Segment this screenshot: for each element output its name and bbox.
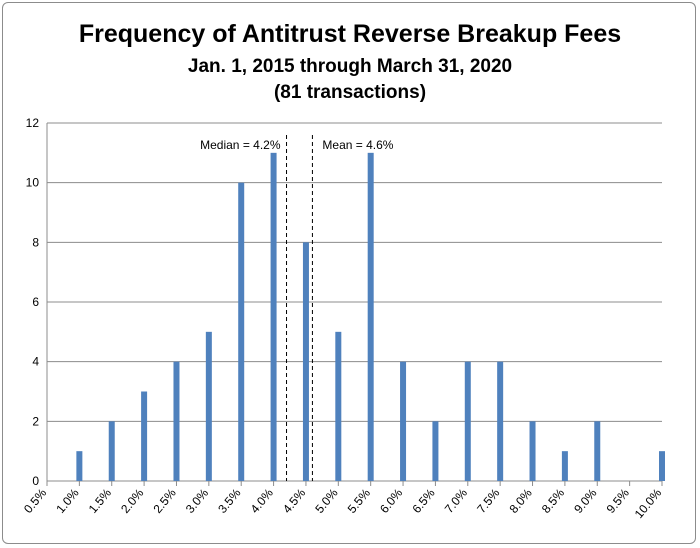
x-tick-label: 5.5% (345, 486, 374, 516)
x-tick-label: 6.0% (377, 486, 406, 516)
bar (238, 182, 245, 481)
y-tick-label: 6 (32, 295, 39, 309)
bar (108, 421, 115, 481)
x-tick-label: 6.5% (409, 486, 438, 516)
x-tick-label: 1.0% (53, 486, 82, 516)
bar (432, 421, 439, 481)
y-tick-label: 10 (26, 176, 40, 190)
x-tick-label: 9.0% (571, 486, 600, 516)
y-tick-label: 0 (32, 474, 39, 488)
x-tick-label: 3.5% (215, 486, 244, 516)
bar (400, 361, 407, 481)
x-tick-label: 2.0% (118, 486, 147, 516)
annotation-label: Median = 4.2% (200, 138, 281, 152)
x-tick-label: 3.0% (183, 486, 212, 516)
x-tick-label: 2.5% (150, 486, 179, 516)
x-tick-label: 5.0% (312, 486, 341, 516)
bar (497, 361, 504, 481)
annotation-label: Mean = 4.6% (322, 138, 393, 152)
y-tick-label: 4 (32, 355, 39, 369)
x-tick-label: 7.0% (442, 486, 471, 516)
bar (335, 331, 342, 481)
x-tick-label: 8.0% (507, 486, 536, 516)
bar (464, 361, 471, 481)
bar (205, 331, 212, 481)
x-tick-label: 0.5% (21, 486, 50, 516)
bar (529, 421, 536, 481)
bar (594, 421, 601, 481)
y-tick-label: 12 (26, 116, 40, 130)
x-tick-label: 4.0% (248, 486, 277, 516)
bar (270, 152, 277, 482)
y-tick-label: 2 (32, 414, 39, 428)
bar (76, 451, 83, 481)
bar (173, 361, 180, 481)
chart-title: Frequency of Antitrust Reverse Breakup F… (78, 20, 622, 48)
bar (659, 451, 665, 481)
y-tick-label: 8 (32, 235, 39, 249)
x-tick-label: 7.5% (474, 486, 503, 516)
bar (302, 242, 309, 481)
bar (141, 391, 148, 481)
chart-subtitle: Jan. 1, 2015 through March 31, 2020 (187, 56, 513, 77)
bar (367, 152, 374, 482)
x-tick-label: 4.5% (280, 486, 309, 516)
chart-subtitle-2: (81 transactions) (273, 82, 427, 103)
x-tick-label: 8.5% (539, 486, 568, 516)
x-tick-label: 10.0% (632, 486, 665, 521)
x-tick-label: 1.5% (86, 486, 115, 516)
x-tick-label: 9.5% (604, 486, 633, 516)
bar (561, 451, 568, 481)
